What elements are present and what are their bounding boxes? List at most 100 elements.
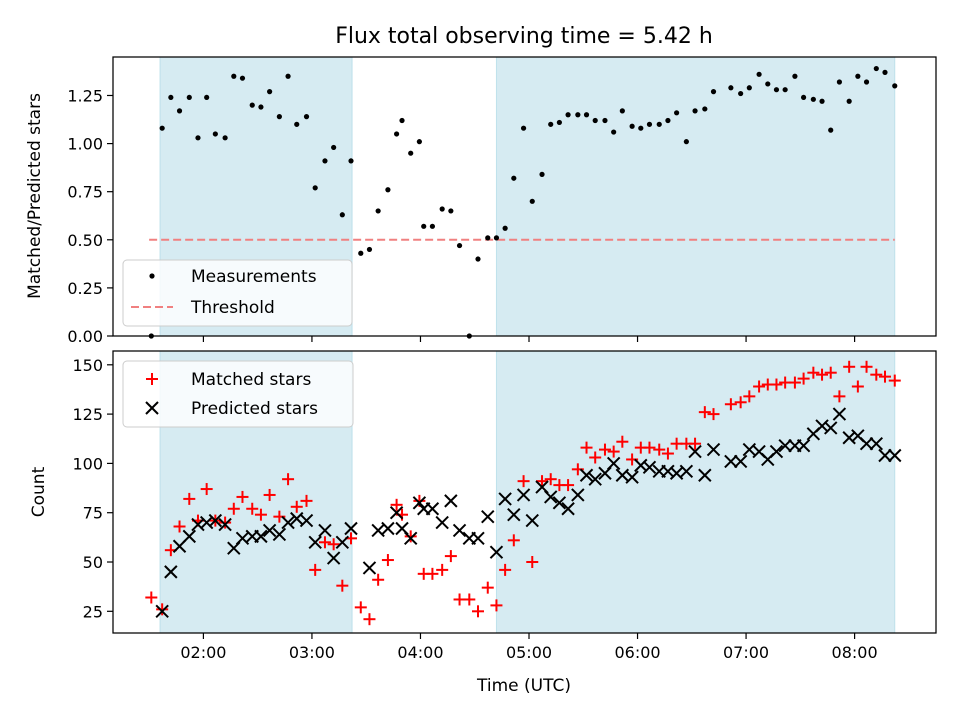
matched-star-point	[327, 538, 340, 551]
count-axes-frame	[112, 350, 937, 634]
count-y-ticks: 25 50 75 100 125 150	[72, 356, 113, 621]
predicted-star-point	[403, 531, 418, 546]
y-tick-label: 25	[83, 602, 103, 621]
measurement-point	[239, 75, 246, 81]
count-axes: 25 50 75 100 125 150 02:00 03:00 04:00 05:00 06:0…	[29, 350, 937, 696]
measurement-point	[393, 131, 400, 137]
y-tick-label: 0.00	[67, 327, 103, 346]
predicted-star-point	[625, 470, 639, 484]
y-tick-label: 125	[72, 405, 103, 424]
measurement-point	[592, 117, 598, 124]
measurement-point	[249, 102, 255, 108]
predicted-star-point	[481, 509, 495, 524]
measurement-point	[222, 135, 228, 141]
matched-star-point	[372, 573, 385, 586]
measurement-point	[303, 114, 310, 120]
y-tick-label: 0.25	[67, 279, 103, 298]
matched-star-point	[753, 380, 766, 393]
measurement-point	[267, 89, 273, 95]
predicted-star-point	[344, 521, 358, 536]
matched-star-point	[499, 563, 512, 576]
measurement-point	[186, 94, 192, 101]
matched-star-point	[381, 554, 394, 567]
matched-star-point	[173, 520, 186, 533]
measurement-point	[448, 208, 454, 214]
ratio-legend-box	[122, 259, 353, 327]
matched-star-point	[653, 443, 666, 456]
matched-star-point	[770, 378, 783, 391]
measurement-point	[408, 150, 414, 156]
measurement-point	[204, 94, 210, 101]
predicted-star-point	[724, 454, 738, 469]
matched-star-point	[807, 366, 820, 379]
matched-star-point	[888, 374, 901, 387]
predicted-star-point	[516, 488, 531, 502]
predicted-star-point	[588, 472, 602, 486]
matched-star-point	[318, 536, 331, 549]
predicted-star-point	[281, 515, 295, 530]
matched-star-point	[824, 366, 837, 379]
matched-star-point	[580, 441, 593, 454]
matched-star-point	[616, 435, 629, 448]
matched-star-point	[833, 390, 846, 403]
measurement-point	[366, 246, 373, 253]
y-tick-label: 150	[72, 356, 103, 375]
measurement-point	[756, 71, 762, 77]
measurement-point	[646, 121, 653, 127]
matched-star-point	[661, 447, 674, 460]
x-axis-label: Time (UTC)	[476, 676, 571, 696]
matched-star-point	[689, 437, 702, 450]
measurement-point	[556, 119, 562, 126]
matched-star-point	[227, 502, 240, 515]
predicted-star-point	[642, 460, 657, 475]
x-tick-label: 02:00	[180, 643, 226, 662]
ratio-axes: 0.00 0.25 0.50 0.75 1.00 1.25 Matched/Predict…	[25, 56, 937, 346]
observing-intervals	[159, 56, 896, 337]
matched-star-point	[471, 605, 484, 618]
x-tick-label: 05:00	[506, 643, 552, 662]
measurement-point	[429, 223, 436, 229]
count-marks	[145, 360, 902, 626]
matched-star-point	[643, 441, 656, 454]
measurement-point	[683, 139, 689, 145]
measurement-point	[583, 112, 590, 118]
measurement-point	[520, 125, 527, 131]
y-tick-label: 1.00	[67, 135, 103, 154]
measurement-point	[258, 104, 264, 110]
y-tick-label: 100	[72, 454, 103, 473]
measurement-point	[493, 235, 500, 241]
predicted-star-point	[733, 454, 748, 469]
x-tick-label: 04:00	[397, 643, 443, 662]
measurement-point	[819, 98, 825, 104]
predicted-star-point	[571, 488, 585, 502]
predicted-star-point	[208, 513, 223, 528]
matched-star-point	[860, 360, 873, 373]
x-tick-label: 03:00	[289, 643, 335, 662]
matched-star-point	[797, 372, 810, 385]
legend-measurements-label: Measurements	[191, 267, 317, 287]
count-legend-box	[122, 360, 354, 428]
predicted-star-point	[412, 496, 427, 510]
y-tick-label: 50	[83, 553, 103, 572]
predicted-star-point	[579, 468, 594, 482]
measurement-point	[863, 79, 870, 85]
predicted-star-point	[155, 604, 169, 619]
predicted-star-point	[381, 521, 395, 536]
measurement-point	[846, 98, 852, 104]
ratio-marks	[148, 65, 898, 339]
y-tick-label: 1.25	[67, 86, 103, 105]
measurement-point	[322, 158, 328, 164]
predicted-star-point	[606, 456, 621, 471]
matched-star-point	[183, 492, 196, 505]
matched-star-point	[851, 380, 864, 393]
measurement-point	[892, 83, 898, 89]
ratio-y-axis-label: Matched/Predicted stars	[25, 93, 45, 299]
measurement-point	[312, 185, 318, 191]
measurement-point	[611, 129, 617, 135]
legend-measurements-marker	[149, 273, 155, 279]
measurement-point	[548, 121, 554, 127]
matched-star-point	[598, 443, 611, 456]
predicted-star-point	[218, 517, 232, 532]
measurement-point	[339, 212, 345, 218]
matched-star-point	[246, 502, 259, 515]
